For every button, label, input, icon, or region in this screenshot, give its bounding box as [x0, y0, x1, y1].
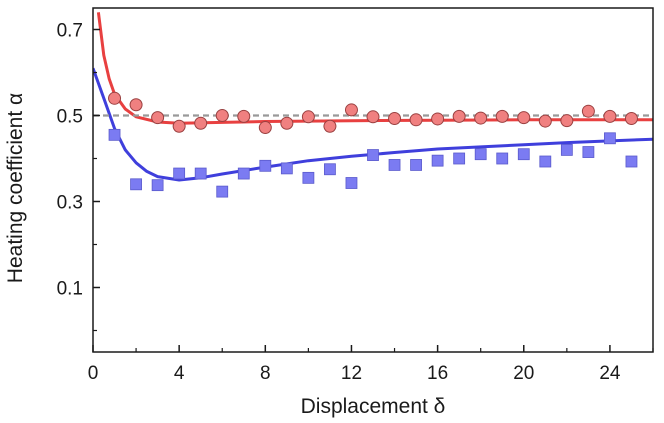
data-point-square [302, 171, 315, 184]
data-point-square [604, 132, 616, 145]
data-point-square [237, 167, 250, 180]
x-tick-label: 8 [260, 363, 271, 384]
data-point-circle [409, 113, 423, 127]
data-point-square [345, 177, 358, 189]
data-point-circle [431, 112, 445, 126]
data-point-circle [237, 109, 251, 123]
data-point-circle [517, 111, 531, 125]
data-point-square [410, 159, 422, 171]
data-point-circle [215, 109, 229, 122]
y-tick-label: 0.5 [57, 107, 83, 128]
x-tick-label: 12 [341, 363, 362, 384]
data-point-circle [495, 109, 509, 123]
data-point-circle [388, 112, 402, 126]
y-tick-label: 0.1 [57, 279, 83, 300]
data-point-square [453, 152, 466, 165]
data-point-square [280, 162, 293, 175]
data-point-circle [624, 112, 638, 126]
data-point-square [560, 143, 573, 156]
data-point-square [474, 148, 487, 161]
data-point-circle [258, 121, 272, 135]
data-point-square [517, 148, 530, 161]
x-tick-label: 16 [427, 363, 448, 384]
data-point-circle [452, 109, 466, 123]
y-axis-label: Heating coefficient α [4, 93, 27, 283]
data-point-circle [323, 119, 337, 133]
data-point-circle [474, 111, 488, 125]
data-point-circle [172, 119, 186, 133]
fit-curve-1 [96, 12, 653, 125]
axis-ticks: 0 4 8 12 16 20 24 0.1 0.3 0.5 0.7 [57, 21, 654, 384]
plot-frame [92, 7, 654, 353]
data-point-square [367, 149, 379, 161]
data-point-square [431, 154, 444, 167]
y-tick-label: 0.7 [57, 21, 83, 42]
data-point-circle [280, 116, 294, 130]
x-axis-label: Displacement δ [301, 395, 446, 418]
x-tick-label: 0 [88, 363, 99, 384]
data-point-circle [538, 114, 552, 128]
data-point-square [151, 179, 164, 192]
data-point-square [130, 178, 142, 191]
data-point-square [539, 155, 552, 168]
data-point-square [108, 128, 121, 141]
data-point-circle [301, 110, 315, 124]
x-tick-label: 4 [174, 363, 185, 384]
data-point-square [496, 152, 509, 165]
data-point-circle [108, 91, 122, 105]
data-point-square [324, 163, 336, 176]
data-point-square [259, 159, 272, 172]
data-point-square [194, 167, 207, 180]
data-point-circle [151, 111, 165, 125]
x-tick-label: 20 [513, 363, 534, 384]
data-markers [108, 91, 638, 198]
data-point-circle [344, 103, 358, 117]
data-point-square [216, 185, 229, 198]
data-point-circle [560, 114, 574, 128]
data-point-circle [603, 109, 617, 123]
data-point-circle [194, 116, 208, 130]
data-point-circle [581, 104, 595, 118]
y-tick-label: 0.3 [57, 193, 83, 214]
data-point-circle [129, 98, 143, 112]
data-point-square [388, 159, 401, 171]
data-point-square [582, 146, 595, 158]
x-tick-label: 24 [599, 363, 621, 384]
data-point-square [625, 155, 638, 168]
data-point-square [173, 167, 186, 180]
data-point-circle [366, 110, 380, 124]
